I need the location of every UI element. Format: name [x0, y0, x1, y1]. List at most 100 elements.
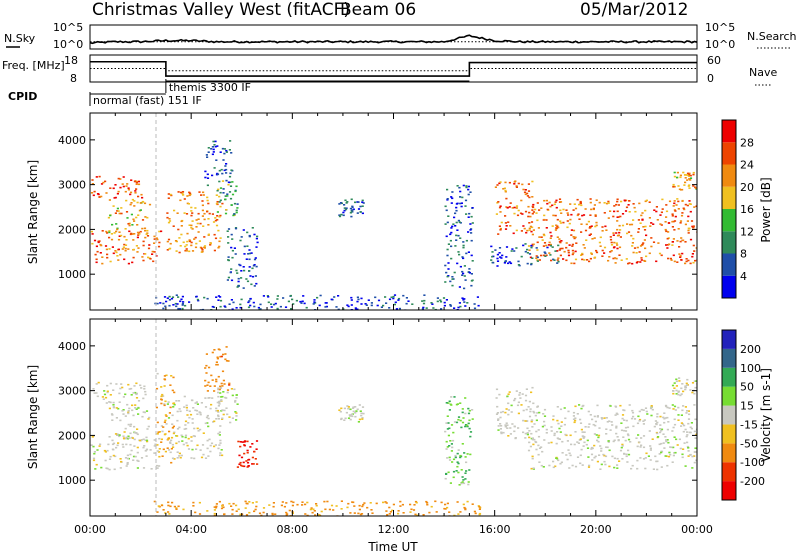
- data-cell: [216, 401, 219, 404]
- colorbar-tick: 16: [740, 203, 754, 216]
- data-cell: [120, 212, 123, 215]
- data-cell: [139, 202, 142, 204]
- data-cell: [473, 303, 476, 305]
- data-cell: [574, 419, 577, 422]
- data-cell: [642, 435, 646, 437]
- data-cell: [531, 226, 534, 229]
- data-cell: [301, 501, 304, 503]
- data-cell: [215, 407, 218, 410]
- data-cell: [465, 185, 468, 187]
- data-cell: [127, 223, 130, 225]
- data-cell: [107, 443, 110, 446]
- data-cell: [162, 395, 165, 397]
- data-cell: [306, 514, 309, 516]
- data-cell: [549, 244, 552, 247]
- data-cell: [272, 505, 275, 508]
- data-cell: [454, 454, 457, 457]
- data-cell: [556, 236, 559, 238]
- data-cell: [637, 434, 640, 436]
- data-cell: [600, 450, 603, 452]
- data-cell: [213, 512, 216, 515]
- data-cell: [218, 401, 221, 404]
- data-cell: [579, 438, 582, 440]
- data-cell: [218, 169, 221, 172]
- data-cell: [177, 400, 181, 402]
- colorbar-tick: 28: [740, 136, 754, 149]
- data-cell: [178, 237, 181, 239]
- data-cell: [690, 427, 693, 430]
- data-cell: [619, 236, 622, 238]
- data-cell: [581, 405, 584, 408]
- data-cell: [318, 514, 321, 516]
- data-cell: [528, 253, 532, 255]
- data-cell: [649, 459, 652, 461]
- data-cell: [659, 428, 662, 430]
- data-cell: [226, 391, 229, 394]
- data-cell: [469, 223, 472, 225]
- data-cell: [567, 214, 570, 216]
- data-cell: [206, 414, 209, 417]
- data-cell: [392, 295, 395, 298]
- data-cell: [616, 457, 619, 460]
- data-cell: [641, 219, 644, 221]
- data-cell: [354, 415, 357, 418]
- data-cell: [360, 513, 364, 515]
- data-cell: [206, 447, 209, 450]
- data-cell: [469, 191, 472, 193]
- data-cell: [195, 448, 198, 450]
- data-cell: [236, 203, 239, 205]
- data-cell: [613, 210, 616, 213]
- data-cell: [196, 298, 199, 301]
- data-cell: [636, 246, 639, 249]
- data-cell: [154, 302, 157, 305]
- data-cell: [93, 239, 97, 242]
- data-cell: [593, 444, 596, 447]
- data-cell: [620, 422, 623, 424]
- data-cell: [445, 209, 448, 212]
- data-cell: [537, 444, 540, 447]
- data-cell: [662, 433, 665, 435]
- data-cell: [388, 513, 391, 515]
- data-cell: [609, 236, 612, 238]
- data-cell: [248, 234, 251, 237]
- data-cell: [507, 393, 510, 395]
- data-cell: [642, 446, 646, 449]
- data-cell: [447, 262, 450, 264]
- data-cell: [197, 212, 200, 215]
- data-cell: [580, 428, 583, 431]
- data-cell: [142, 467, 146, 469]
- data-cell: [104, 459, 107, 462]
- data-cell: [563, 250, 566, 253]
- data-cell: [616, 436, 619, 438]
- data-cell: [136, 451, 139, 454]
- data-cell: [578, 218, 581, 220]
- data-cell: [553, 259, 556, 261]
- data-cell: [110, 233, 113, 235]
- data-cell: [524, 193, 527, 196]
- data-cell: [426, 503, 429, 506]
- data-cell: [453, 271, 456, 274]
- data-cell: [467, 216, 470, 218]
- data-cell: [605, 229, 608, 231]
- data-cell: [340, 417, 343, 420]
- data-cell: [350, 215, 353, 218]
- data-cell: [508, 261, 511, 263]
- data-cell: [169, 193, 172, 196]
- data-cell: [686, 434, 689, 436]
- data-cell: [552, 214, 555, 217]
- data-cell: [569, 218, 572, 221]
- data-cell: [214, 219, 217, 222]
- data-cell: [667, 257, 670, 260]
- data-cell: [671, 220, 674, 223]
- data-cell: [667, 237, 670, 239]
- data-cell: [451, 461, 454, 463]
- data-cell: [536, 202, 539, 204]
- data-cell: [633, 206, 636, 209]
- data-cell: [504, 181, 507, 184]
- data-cell: [142, 259, 145, 262]
- data-cell: [459, 237, 462, 239]
- data-cell: [141, 256, 144, 258]
- data-cell: [191, 228, 194, 230]
- data-cell: [402, 294, 405, 297]
- data-cell: [280, 504, 283, 507]
